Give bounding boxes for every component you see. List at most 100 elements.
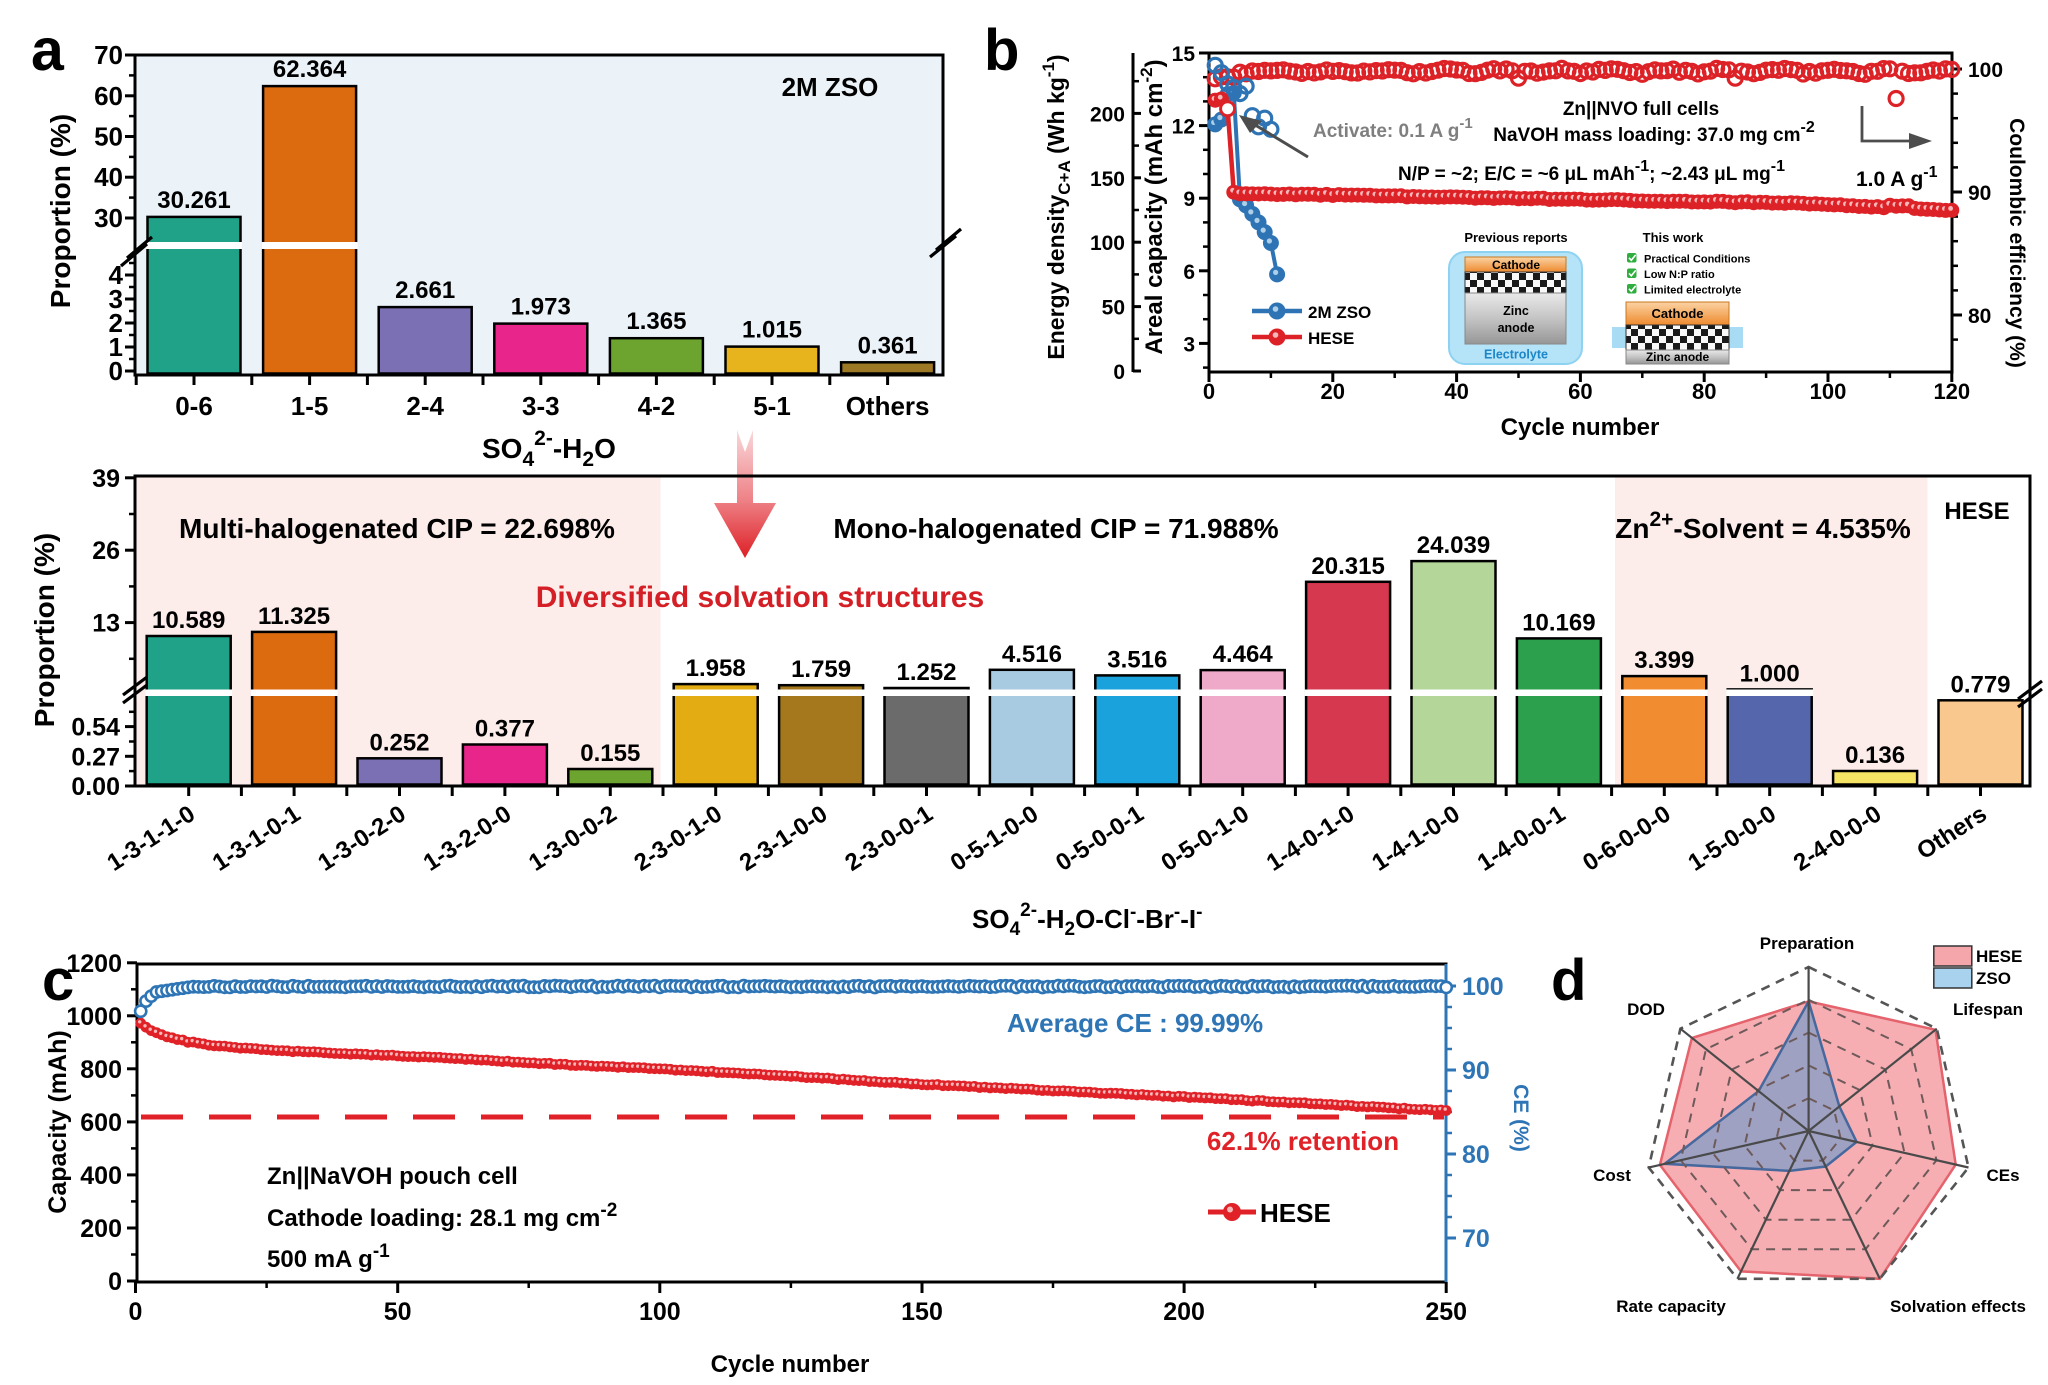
- svg-text:1: 1: [109, 332, 123, 362]
- svg-text:0: 0: [129, 1298, 143, 1326]
- svg-text:Cathode loading: 28.1 mg cm-2: Cathode loading: 28.1 mg cm-2: [267, 1200, 617, 1232]
- svg-text:100: 100: [1810, 379, 1847, 404]
- svg-text:39: 39: [92, 465, 120, 493]
- svg-text:0.361: 0.361: [858, 332, 918, 359]
- svg-text:200: 200: [1090, 103, 1125, 126]
- svg-text:0: 0: [1203, 379, 1215, 404]
- svg-text:3-3: 3-3: [522, 391, 560, 421]
- svg-text:70: 70: [94, 40, 123, 70]
- svg-text:3: 3: [109, 284, 123, 314]
- svg-text:50: 50: [384, 1298, 412, 1326]
- svg-text:Others: Others: [846, 391, 930, 421]
- svg-text:Zn||NVO full cells: Zn||NVO full cells: [1563, 99, 1719, 120]
- svg-text:c: c: [42, 948, 74, 1013]
- svg-text:10.169: 10.169: [1522, 609, 1595, 636]
- svg-text:HESE: HESE: [1260, 1198, 1331, 1228]
- svg-text:4.464: 4.464: [1213, 641, 1274, 668]
- svg-text:80: 80: [1968, 305, 1991, 328]
- svg-text:13: 13: [92, 610, 120, 638]
- svg-text:0.00: 0.00: [71, 773, 120, 801]
- svg-text:100: 100: [1968, 59, 2003, 82]
- svg-text:150: 150: [1090, 168, 1125, 191]
- svg-text:0.377: 0.377: [475, 716, 535, 743]
- svg-text:Cycle number: Cycle number: [1501, 414, 1660, 441]
- svg-text:Cathode: Cathode: [1652, 306, 1704, 321]
- svg-text:Rate capacity: Rate capacity: [1616, 1297, 1726, 1316]
- svg-text:1.958: 1.958: [686, 655, 746, 682]
- svg-text:Zn||NaVOH pouch cell: Zn||NaVOH pouch cell: [267, 1163, 518, 1190]
- svg-text:1.000: 1.000: [1740, 660, 1800, 687]
- svg-text:60: 60: [1568, 379, 1592, 404]
- svg-text:Cathode: Cathode: [1492, 258, 1540, 272]
- svg-text:30: 30: [94, 203, 123, 233]
- svg-text:Multi-halogenated CIP = 22.698: Multi-halogenated CIP = 22.698%: [179, 513, 615, 544]
- svg-text:2.661: 2.661: [395, 277, 455, 304]
- svg-text:0.779: 0.779: [1950, 671, 2010, 698]
- svg-text:600: 600: [80, 1109, 122, 1137]
- svg-text:1-5: 1-5: [291, 391, 329, 421]
- svg-text:Energy densityC+A (Wh kg-1): Energy densityC+A (Wh kg-1): [1039, 54, 1074, 359]
- svg-text:5-1: 5-1: [753, 391, 791, 421]
- svg-text:12: 12: [1172, 116, 1195, 139]
- svg-text:Cost: Cost: [1593, 1166, 1631, 1185]
- svg-text:1.0 A g-1: 1.0 A g-1: [1856, 164, 1938, 191]
- svg-text:90: 90: [1462, 1057, 1490, 1085]
- svg-text:a: a: [31, 17, 65, 83]
- svg-text:4: 4: [109, 260, 124, 290]
- svg-text:Lifespan: Lifespan: [1953, 1000, 2023, 1019]
- svg-text:24.039: 24.039: [1417, 532, 1490, 559]
- svg-text:70: 70: [1462, 1225, 1490, 1253]
- svg-text:0-6: 0-6: [175, 391, 213, 421]
- svg-text:Practical Conditions: Practical Conditions: [1644, 254, 1750, 266]
- svg-text:DOD: DOD: [1627, 1000, 1665, 1019]
- svg-text:Mono-halogenated CIP = 71.988%: Mono-halogenated CIP = 71.988%: [833, 513, 1278, 544]
- svg-text:Capacity (mAh): Capacity (mAh): [44, 1030, 72, 1213]
- svg-text:11.325: 11.325: [258, 603, 330, 630]
- svg-text:Cycle number: Cycle number: [711, 1351, 870, 1378]
- svg-text:1.015: 1.015: [742, 317, 802, 344]
- svg-text:b: b: [984, 18, 1019, 83]
- svg-text:Limited electrolyte: Limited electrolyte: [1644, 285, 1741, 297]
- svg-text:62.1% retention: 62.1% retention: [1207, 1126, 1399, 1156]
- svg-text:Proportion (%): Proportion (%): [29, 533, 60, 727]
- svg-text:Preparation: Preparation: [1760, 934, 1854, 953]
- svg-text:anode: anode: [1498, 321, 1535, 335]
- svg-text:HESE: HESE: [1976, 947, 2022, 966]
- svg-text:120: 120: [1933, 379, 1970, 404]
- svg-text:80: 80: [1692, 379, 1716, 404]
- svg-text:d: d: [1551, 948, 1586, 1013]
- svg-text:This work: This work: [1643, 230, 1704, 245]
- svg-text:0.54: 0.54: [71, 714, 120, 742]
- svg-text:Electrolyte: Electrolyte: [1484, 348, 1548, 362]
- svg-text:Zinc anode: Zinc anode: [1646, 350, 1710, 364]
- svg-text:Diversified solvation structur: Diversified solvation structures: [536, 581, 984, 614]
- svg-text:200: 200: [1163, 1298, 1205, 1326]
- svg-text:Coulombic efficiency (%): Coulombic efficiency (%): [2005, 118, 2028, 368]
- svg-text:4-2: 4-2: [638, 391, 676, 421]
- svg-text:1.252: 1.252: [896, 659, 956, 686]
- svg-text:100: 100: [1462, 973, 1504, 1001]
- svg-text:40: 40: [94, 162, 123, 192]
- svg-text:800: 800: [80, 1056, 122, 1084]
- svg-text:Average CE : 99.99%: Average CE : 99.99%: [1007, 1008, 1263, 1038]
- svg-text:0.252: 0.252: [369, 729, 429, 756]
- svg-text:2M ZSO: 2M ZSO: [1308, 303, 1371, 322]
- svg-text:3.399: 3.399: [1634, 647, 1694, 674]
- svg-text:100: 100: [1090, 232, 1125, 255]
- svg-text:CE (%): CE (%): [1509, 1084, 1532, 1152]
- svg-text:2M ZSO: 2M ZSO: [782, 72, 879, 102]
- svg-text:150: 150: [901, 1298, 943, 1326]
- svg-text:0.136: 0.136: [1845, 742, 1905, 769]
- svg-text:1000: 1000: [66, 1003, 122, 1031]
- svg-text:ZSO: ZSO: [1976, 969, 2011, 988]
- svg-text:3.516: 3.516: [1107, 646, 1167, 673]
- svg-text:60: 60: [94, 81, 123, 111]
- svg-text:6: 6: [1183, 261, 1195, 284]
- svg-text:1.973: 1.973: [511, 294, 571, 321]
- svg-text:30.261: 30.261: [157, 187, 230, 214]
- svg-text:4.516: 4.516: [1002, 641, 1062, 668]
- svg-text:Previous reports: Previous reports: [1464, 230, 1567, 245]
- svg-text:CEs: CEs: [1986, 1166, 2019, 1185]
- svg-text:HESE: HESE: [1308, 329, 1354, 348]
- svg-text:40: 40: [1444, 379, 1468, 404]
